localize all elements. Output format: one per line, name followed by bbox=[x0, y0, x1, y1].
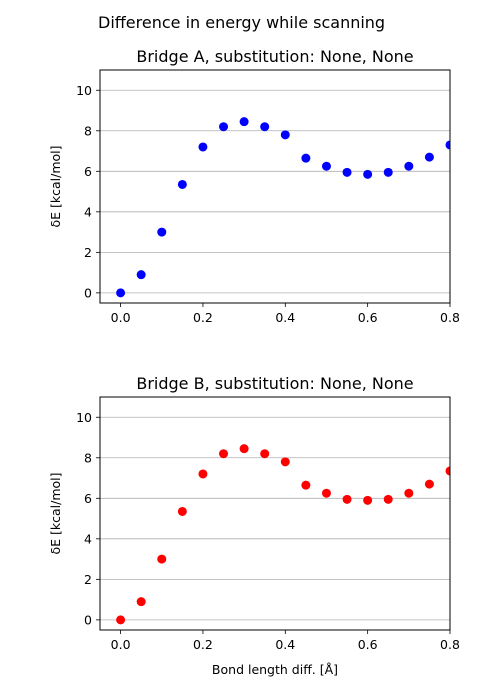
x-tick-label: 0.4 bbox=[275, 310, 295, 325]
x-tick-label: 0.2 bbox=[193, 310, 213, 325]
y-tick-label: 0 bbox=[84, 612, 92, 627]
data-point bbox=[219, 122, 228, 131]
data-point bbox=[343, 168, 352, 177]
x-tick-label: 0.2 bbox=[193, 637, 213, 652]
data-point bbox=[198, 469, 207, 478]
y-axis-label: δE [kcal/mol] bbox=[48, 472, 63, 554]
y-tick-label: 10 bbox=[76, 410, 92, 425]
data-point bbox=[322, 489, 331, 498]
data-point bbox=[322, 162, 331, 171]
data-point bbox=[260, 122, 269, 131]
y-tick-label: 2 bbox=[84, 245, 92, 260]
y-tick-label: 8 bbox=[84, 450, 92, 465]
data-series bbox=[116, 444, 454, 624]
y-tick-label: 8 bbox=[84, 123, 92, 138]
data-series bbox=[116, 117, 454, 297]
axes-frame bbox=[100, 397, 450, 630]
data-point bbox=[281, 457, 290, 466]
data-point bbox=[301, 481, 310, 490]
x-axis-label: Bond length diff. [Å] bbox=[212, 662, 338, 677]
x-tick-label: 0.6 bbox=[358, 310, 378, 325]
data-point bbox=[281, 130, 290, 139]
y-axis-label: δE [kcal/mol] bbox=[48, 145, 63, 227]
chart-bridge-b: Bridge B, substitution: None, None 0 2 4 6 8 1… bbox=[48, 374, 460, 677]
y-tick-label: 10 bbox=[76, 83, 92, 98]
figure-suptitle: Difference in energy while scanning bbox=[98, 13, 385, 32]
data-point bbox=[137, 270, 146, 279]
data-point bbox=[240, 117, 249, 126]
data-point bbox=[260, 449, 269, 458]
chart-title: Bridge A, substitution: None, None bbox=[136, 47, 413, 66]
x-tick-label: 0.8 bbox=[440, 310, 460, 325]
data-point bbox=[240, 444, 249, 453]
data-point bbox=[404, 489, 413, 498]
data-point bbox=[425, 480, 434, 489]
data-point bbox=[384, 495, 393, 504]
data-point bbox=[198, 142, 207, 151]
data-point bbox=[116, 615, 125, 624]
data-point bbox=[363, 496, 372, 505]
data-point bbox=[178, 507, 187, 516]
data-point bbox=[137, 597, 146, 606]
axes-frame bbox=[100, 70, 450, 303]
data-point bbox=[219, 449, 228, 458]
x-tick-label: 0.0 bbox=[111, 310, 131, 325]
data-point bbox=[404, 162, 413, 171]
x-tick-label: 0.4 bbox=[275, 637, 295, 652]
x-tick-label: 0.8 bbox=[440, 637, 460, 652]
chart-title: Bridge B, substitution: None, None bbox=[136, 374, 413, 393]
y-tick-label: 6 bbox=[84, 164, 92, 179]
data-point bbox=[343, 495, 352, 504]
data-point bbox=[157, 555, 166, 564]
data-point bbox=[116, 288, 125, 297]
data-point bbox=[384, 168, 393, 177]
x-tick-label: 0.6 bbox=[358, 637, 378, 652]
y-tick-label: 4 bbox=[84, 204, 92, 219]
x-tick-label: 0.0 bbox=[111, 637, 131, 652]
y-tick-label: 2 bbox=[84, 572, 92, 587]
data-point bbox=[178, 180, 187, 189]
data-point bbox=[425, 153, 434, 162]
y-tick-label: 4 bbox=[84, 531, 92, 546]
y-tick-label: 0 bbox=[84, 285, 92, 300]
data-point bbox=[157, 228, 166, 237]
chart-bridge-a: Bridge A, substitution: None, None 0 2 4 6 8 1… bbox=[48, 47, 460, 325]
data-point bbox=[363, 170, 372, 179]
data-point bbox=[301, 154, 310, 163]
y-tick-label: 6 bbox=[84, 491, 92, 506]
